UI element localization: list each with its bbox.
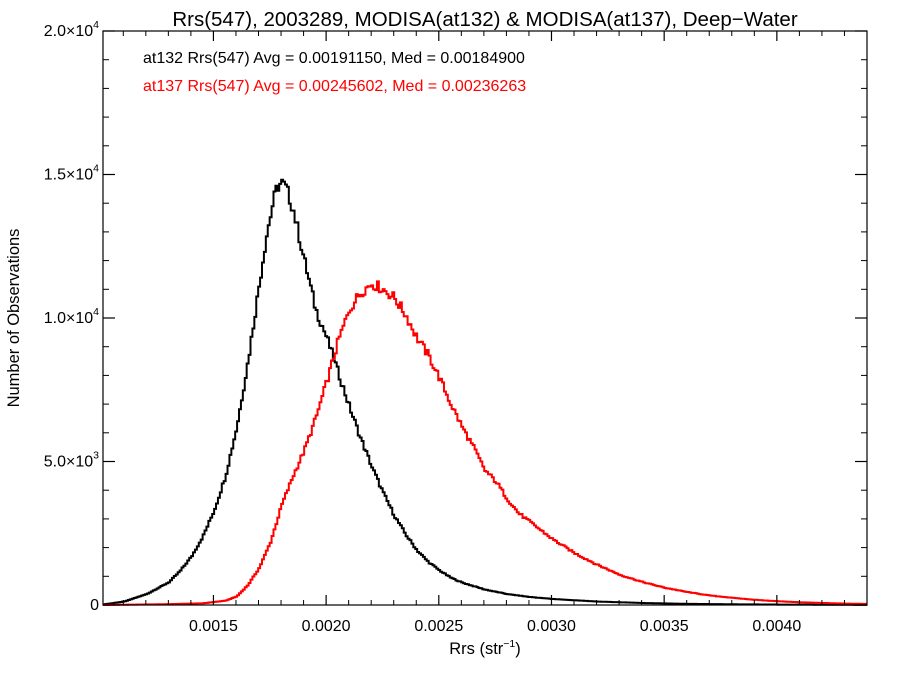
annotation-at137: at137 Rrs(547) Avg = 0.00245602, Med = 0… (143, 78, 526, 95)
y-tick-label-mantissa: 1.0×10 (44, 310, 93, 327)
x-axis-label-close: ) (515, 640, 521, 658)
chart-title: Rrs(547), 2003289, MODISA(at132) & MODIS… (172, 8, 797, 31)
x-axis-label: Rrs (str−1) (449, 638, 521, 658)
y-tick-label: 5.0×103 (44, 450, 99, 471)
x-tick-label: 0.0015 (189, 618, 238, 635)
series-layer (103, 178, 867, 606)
y-tick-label: 1.5×104 (44, 163, 99, 184)
y-tick-label-mantissa: 5.0×10 (44, 454, 93, 471)
y-tick-label: 1.0×104 (44, 306, 99, 327)
y-tick-label: 0 (90, 597, 99, 614)
y-tick-label: 2.0×104 (44, 19, 99, 40)
y-tick-label-mantissa: 1.5×10 (44, 167, 93, 184)
annotation-at132: at132 Rrs(547) Avg = 0.00191150, Med = 0… (143, 50, 525, 67)
x-tick-label: 0.0020 (302, 618, 351, 635)
x-tick-label: 0.0035 (640, 618, 689, 635)
y-tick-label-exponent: 4 (93, 163, 99, 175)
y-axis-label: Number of Observations (5, 229, 23, 408)
y-tick-label-exponent: 4 (93, 306, 99, 318)
x-axis-label-text: Rrs (str (449, 640, 504, 658)
histogram-series-2 (103, 280, 867, 606)
x-tick-label: 0.0025 (414, 618, 463, 635)
x-tick-label: 0.0030 (527, 618, 576, 635)
y-tick-label-mantissa: 0 (90, 597, 99, 614)
y-tick-label-exponent: 4 (93, 19, 99, 31)
x-axis-label-superscript: −1 (503, 638, 515, 650)
x-tick-label: 0.0040 (752, 618, 801, 635)
y-tick-label-mantissa: 2.0×10 (44, 23, 93, 40)
y-tick-label-exponent: 3 (93, 450, 99, 462)
histogram-series-1 (103, 178, 867, 606)
ticks-layer: 0.0015 0.0020 0.0025 0.0030 0.0035 0.0040 0 5.0… (44, 19, 868, 635)
